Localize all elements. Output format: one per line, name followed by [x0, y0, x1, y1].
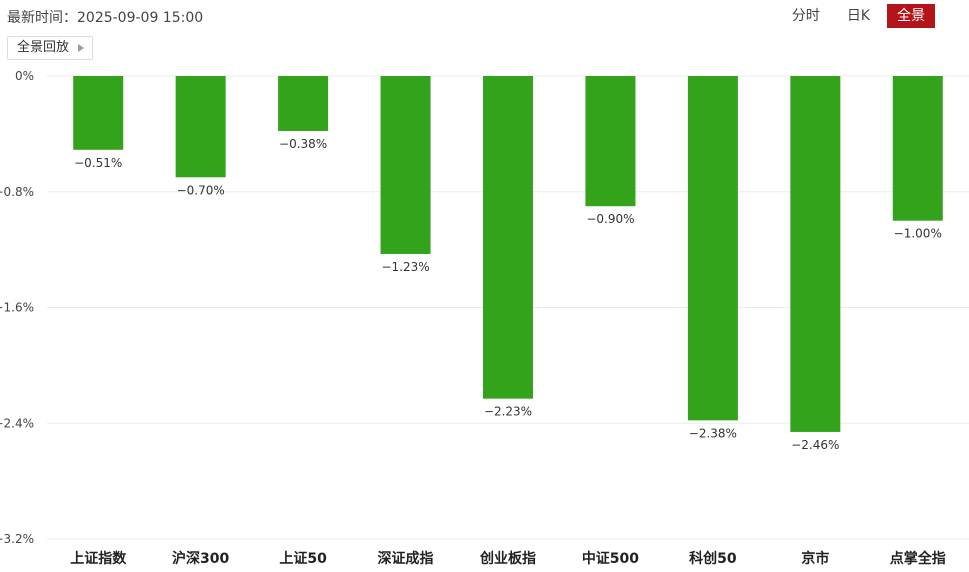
- bar[interactable]: [73, 76, 124, 150]
- bar-value-label: −0.51%: [74, 156, 122, 170]
- update-time: 最新时间：2025-09-09 15:00: [7, 10, 204, 26]
- bar[interactable]: [790, 76, 841, 432]
- bars: [73, 76, 943, 432]
- bar-value-label: −1.00%: [894, 227, 942, 241]
- x-tick-label: 点掌全指: [890, 550, 946, 567]
- bar-value-label: −2.46%: [791, 438, 839, 452]
- bar-value-label: −0.70%: [177, 183, 225, 197]
- bar[interactable]: [278, 76, 329, 131]
- tab-panorama[interactable]: 全景: [887, 4, 935, 28]
- bar-value-label: −2.38%: [689, 426, 737, 440]
- x-tick-label: 中证500: [582, 550, 639, 567]
- view-tabs: 分时 日K 全景: [775, 4, 935, 28]
- bar-value-label: −0.38%: [279, 137, 327, 151]
- x-tick-label: 深证成指: [378, 550, 434, 567]
- x-tick-label: 京市: [801, 550, 829, 567]
- bar[interactable]: [380, 76, 431, 254]
- y-axis-ticks: 0% −0.8% −1.6% −2.4% −3.2%: [0, 69, 34, 546]
- y-tick-label: −1.6%: [0, 301, 34, 315]
- x-tick-label: 上证指数: [70, 550, 127, 567]
- value-labels: −0.51% −0.70% −0.38% −1.23% −2.23% −0.90% −2.3…: [74, 137, 942, 452]
- bar[interactable]: [175, 76, 226, 178]
- x-tick-label: 创业板指: [479, 550, 536, 567]
- x-axis-ticks: 上证指数 沪深300 上证50 深证成指 创业板指 中证500 科创50 京市 点掌全指: [70, 550, 946, 567]
- bar[interactable]: [585, 76, 636, 207]
- y-tick-label: −3.2%: [0, 532, 34, 546]
- chart-header: 最新时间：2025-09-09 15:00 分时 日K 全景: [0, 0, 969, 34]
- panorama-replay-button[interactable]: 全景回放: [7, 36, 94, 60]
- bar-value-label: −0.90%: [586, 212, 634, 226]
- bar-value-label: −2.23%: [484, 405, 532, 419]
- x-tick-label: 科创50: [689, 550, 737, 567]
- y-tick-label: 0%: [15, 69, 34, 83]
- bar[interactable]: [483, 76, 533, 399]
- x-tick-label: 上证50: [279, 551, 327, 567]
- tab-intraday[interactable]: 分时: [791, 8, 820, 24]
- tab-daily-k[interactable]: 日K: [846, 8, 870, 24]
- play-icon: [78, 44, 85, 52]
- y-tick-label: −2.4%: [0, 416, 34, 430]
- replay-label: 全景回放: [17, 40, 70, 55]
- bar[interactable]: [687, 76, 738, 421]
- y-tick-label: −0.8%: [0, 185, 34, 199]
- x-tick-label: 沪深300: [172, 550, 229, 567]
- bar-value-label: −1.23%: [381, 260, 429, 274]
- bar[interactable]: [892, 76, 943, 221]
